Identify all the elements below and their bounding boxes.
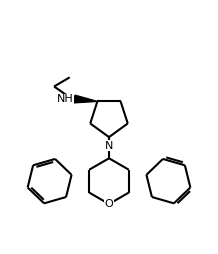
Text: NH: NH — [57, 94, 73, 104]
Text: O: O — [105, 199, 113, 209]
Text: N: N — [105, 141, 113, 151]
Polygon shape — [74, 95, 97, 103]
